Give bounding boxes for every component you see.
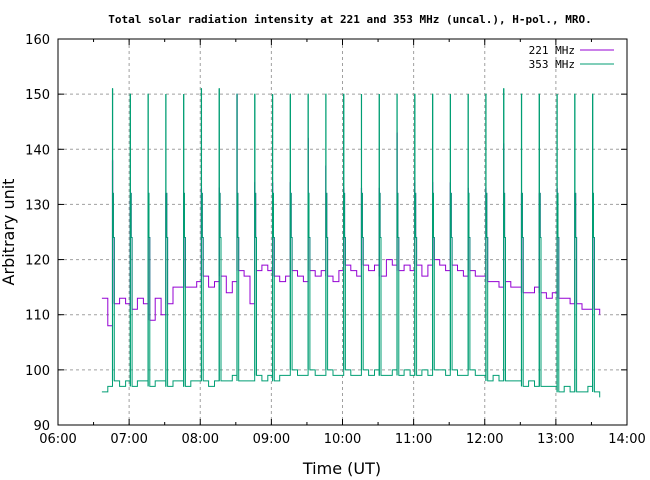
y-tick-label: 100 (25, 364, 50, 379)
legend-label-353: 353 MHz (529, 58, 575, 71)
y-tick-label: 150 (25, 88, 50, 103)
y-tick-label: 90 (33, 419, 50, 434)
y-tick-label: 130 (25, 198, 50, 213)
plot-frame (57, 38, 628, 426)
x-tick-label: 08:00 (182, 432, 219, 447)
x-tick-label: 12:00 (466, 432, 503, 447)
x-tick-label: 06:00 (39, 432, 76, 447)
series-line-221-mhz (101, 93, 601, 327)
x-tick-label: 07:00 (110, 432, 147, 447)
y-axis-label: Arbitrary unit (0, 179, 18, 286)
x-tick-label: 09:00 (253, 432, 290, 447)
y-tick-label: 110 (25, 309, 50, 324)
x-axis-label: Time (UT) (302, 459, 381, 478)
legend: 221 MHz 353 MHz (529, 44, 614, 71)
chart-title: Total solar radiation intensity at 221 a… (108, 13, 591, 26)
legend-label-221: 221 MHz (529, 44, 575, 57)
y-tick-label: 140 (25, 143, 50, 158)
y-tick-label: 160 (25, 33, 50, 48)
x-tick-label: 14:00 (608, 432, 645, 447)
series-line-353-mhz (101, 88, 601, 398)
x-tick-label: 10:00 (324, 432, 361, 447)
y-tick-label: 120 (25, 254, 50, 269)
x-tick-label: 11:00 (395, 432, 432, 447)
x-tick-label: 13:00 (537, 432, 574, 447)
